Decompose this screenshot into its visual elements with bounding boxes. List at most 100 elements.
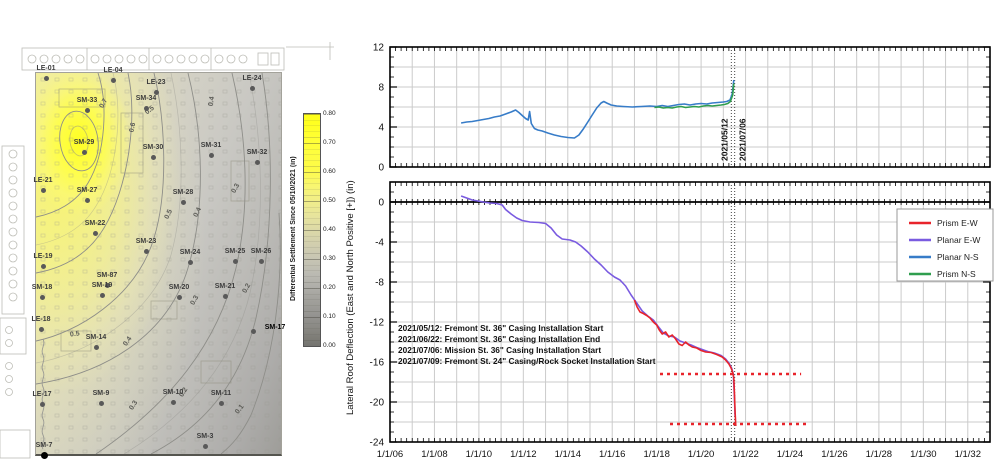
map-point-dot-LE-17: [39, 401, 45, 407]
chart-border: [389, 181, 991, 443]
map-point-label-SM-20: SM-20: [168, 284, 190, 291]
map-point-label-SM-19: SM-19: [91, 282, 113, 289]
map-point-dot-SM-22: [92, 230, 98, 236]
y-tick-label: -16: [370, 358, 385, 369]
y-tick-label: 0: [378, 163, 384, 174]
map-point-dot-SM-3: [202, 443, 208, 449]
x-tick-label: 1/1/28: [866, 449, 892, 460]
cad-drawing-background: [0, 42, 334, 459]
map-point-dot-LE-01: [43, 75, 49, 81]
map-point-dot-SM-17: [250, 328, 256, 334]
map-point-label-LE-21: LE-21: [33, 177, 53, 184]
map-point-label-SM-24: SM-24: [179, 249, 201, 256]
map-point-label-LE-01: LE-01: [36, 65, 56, 72]
cad-pile-circles: [5, 54, 248, 396]
legend-label-0: Prism E-W: [937, 218, 978, 228]
map-point-label-SM-26: SM-26: [250, 248, 272, 255]
x-tick-label: 1/1/24: [777, 449, 803, 460]
colorbar-tick-0.80: 0.80: [323, 109, 336, 117]
map-point-label-SM-11: SM-11: [210, 390, 232, 397]
map-point-label-SM-27: SM-27: [76, 187, 98, 194]
y-tick-label: -12: [370, 318, 385, 329]
map-point-dot-LE-04: [110, 77, 116, 83]
y-tick-label: 8: [378, 83, 384, 94]
map-point-dot-SM-33: [84, 107, 90, 113]
series-planar-n-s: [460, 79, 735, 139]
x-tick-label: 1/1/32: [955, 449, 981, 460]
y-tick-label: -8: [375, 278, 384, 289]
contour-lines: [36, 73, 281, 454]
cad-interior-outlines: [58, 88, 250, 384]
chart-border: [389, 46, 991, 168]
map-point-label-LE-04: LE-04: [103, 67, 123, 74]
map-point-dot-LE-23: [153, 89, 159, 95]
map-point-dot-SM-9: [98, 400, 104, 406]
y-tick-label: 12: [373, 43, 385, 54]
x-tick-label: 1/1/08: [421, 449, 447, 460]
legend-label-1: Planar E-W: [937, 235, 980, 245]
colorbar-tick-0.10: 0.10: [323, 312, 336, 320]
colorbar-tick-0.60: 0.60: [323, 167, 336, 175]
map-point-label-SM-87: SM-87: [96, 272, 118, 279]
x-tick-label: 1/1/20: [688, 449, 714, 460]
map-point-dot-SM-19: [99, 292, 105, 298]
map-point-dot-LE-24: [249, 85, 255, 91]
map-point-dot-SM-31: [208, 152, 214, 158]
map-point-dot-SM-23: [143, 248, 149, 254]
map-point-label-SM-9: SM-9: [92, 390, 110, 397]
x-tick-label: 1/1/22: [732, 449, 758, 460]
x-tick-label: 1/1/14: [555, 449, 581, 460]
map-point-dot-SM-25: [232, 258, 238, 264]
map-point-label-SM-30: SM-30: [142, 144, 164, 151]
y-tick-label: -4: [375, 238, 384, 249]
annotation-line-3: 2021/07/09: Fremont St. 24" Casing/Rock …: [398, 356, 656, 366]
y-tick-label: -24: [370, 438, 385, 449]
legend-label-2: Planar N-S: [937, 252, 979, 262]
x-tick-label: 1/1/06: [377, 449, 403, 460]
map-point-label-LE-17: LE-17: [32, 391, 52, 398]
map-point-label-SM-29: SM-29: [73, 139, 95, 146]
map-point-label-SM-32: SM-32: [246, 149, 268, 156]
map-point-label-SM-25: SM-25: [224, 248, 246, 255]
map-point-dot-SM-29: [81, 149, 87, 155]
map-point-dot-LE-19: [40, 263, 46, 269]
colorbar-gradient: [303, 113, 321, 347]
map-point-dot-SM-14: [93, 344, 99, 350]
colorbar-title: Differential Settlement Since 05/10/2021…: [290, 156, 297, 302]
contour-isolines: [36, 73, 281, 454]
map-point-dot-SM-26: [258, 258, 264, 264]
map-point-dot-LE-18: [38, 326, 44, 332]
map-point-label-SM-31: SM-31: [200, 142, 222, 149]
map-point-dot-SM-30: [150, 154, 156, 160]
map-point-dot-SM-27: [84, 197, 90, 203]
map-point-label-SM-28: SM-28: [172, 189, 194, 196]
map-point-dot-SM-21: [222, 293, 228, 299]
deflection-charts: Lateral Roof Deflection (East and North …: [345, 0, 1000, 473]
map-point-dot-SM-20: [176, 294, 182, 300]
event-line-label-1: 2021/07/06: [738, 118, 748, 161]
map-point-label-LE-19: LE-19: [33, 253, 53, 260]
map-point-label-SM-23: SM-23: [135, 238, 157, 245]
x-tick-label: 1/1/18: [643, 449, 669, 460]
x-tick-label: 1/1/16: [599, 449, 625, 460]
colorbar-tick-0.30: 0.30: [323, 254, 336, 262]
x-tick-label: 1/1/10: [466, 449, 492, 460]
map-point-label-SM-22: SM-22: [84, 220, 106, 227]
map-point-label-LE-24: LE-24: [242, 75, 262, 82]
map-point-label-SM-3: SM-3: [196, 433, 214, 440]
map-point-label-SM-17: SM-17: [264, 324, 286, 331]
y-tick-label: -20: [370, 398, 385, 409]
x-tick-label: 1/1/12: [510, 449, 536, 460]
colorbar-tick-0.00: 0.00: [323, 341, 336, 349]
map-point-label-LE-18: LE-18: [31, 316, 51, 323]
annotation-line-1: 2021/06/22: Fremont St. 36" Casing Insta…: [398, 334, 600, 344]
event-line-label-0: 2021/05/12: [719, 118, 729, 161]
map-point-label-SM-7: SM-7: [35, 442, 53, 449]
map-point-label-SM-14: SM-14: [85, 334, 107, 341]
map-point-dot-SM-11: [218, 400, 224, 406]
x-tick-label: 1/1/26: [821, 449, 847, 460]
map-point-dot-SM-10: [170, 399, 176, 405]
settlement-contour-map: 0.7 0.5 0.6 0.4 0.3 0.5 0.4 0.3 0.2 0.5 0.4 0.3 0.2 0…: [0, 0, 345, 473]
map-point-dot-SM-34: [143, 105, 149, 111]
